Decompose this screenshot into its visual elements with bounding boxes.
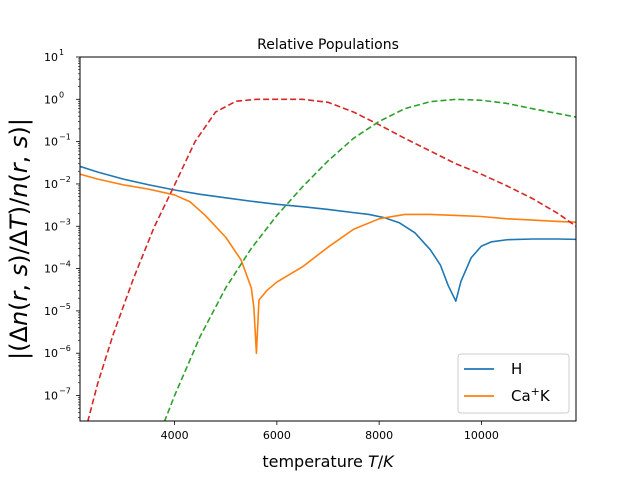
legend-label-cak: Ca+K [511,385,551,405]
y-tick-label: 10 [44,263,58,276]
x-tick-label: 8000 [365,429,393,442]
x-tick-label: 4000 [161,429,189,442]
x-axis-label-slash: / [378,452,384,471]
y-tick-label: 10 [44,93,58,106]
y-tick-exponent: −6 [59,344,71,353]
chart-title: Relative Populations [257,37,399,53]
legend-label-h: H [511,360,522,378]
y-tick-label: 10 [44,347,58,360]
series-layer [80,98,576,421]
y-axis-label: |(Δn(r, s)/ΔT)/n(r, s)| [5,118,33,360]
y-tick-exponent: −1 [59,133,71,142]
y-tick-exponent: 0 [59,90,64,99]
y-tick-label: 10 [44,136,58,149]
legend: H Ca+K [457,353,570,414]
x-axis-label-text: temperature [262,452,368,471]
y-tick-exponent: −5 [59,302,71,311]
y-tick-exponent: −4 [59,260,71,269]
x-tick-label: 6000 [263,429,291,442]
x-tick-label: 10000 [464,429,499,442]
y-tick-exponent: −2 [59,175,71,184]
y-tick-label: 10 [44,178,58,191]
y-tick-label: 10 [44,390,58,403]
series-line-4 [163,98,576,421]
x-axis-label-unit: K [383,452,395,471]
x-axis: 4000 6000 8000 10000 [161,421,499,442]
y-tick-exponent: 1 [59,48,64,57]
x-axis-label-var: T [368,452,379,471]
y-tick-exponent: −3 [59,217,71,226]
y-tick-exponent: −7 [59,387,71,396]
series-line-1 [80,165,576,302]
x-axis-label: temperature T/K [262,452,395,471]
y-tick-label: 10 [44,220,58,233]
y-tick-label: 10 [44,305,58,318]
series-line-2 [80,173,576,355]
series-line-3 [87,98,576,421]
y-tick-label: 10 [44,51,58,64]
